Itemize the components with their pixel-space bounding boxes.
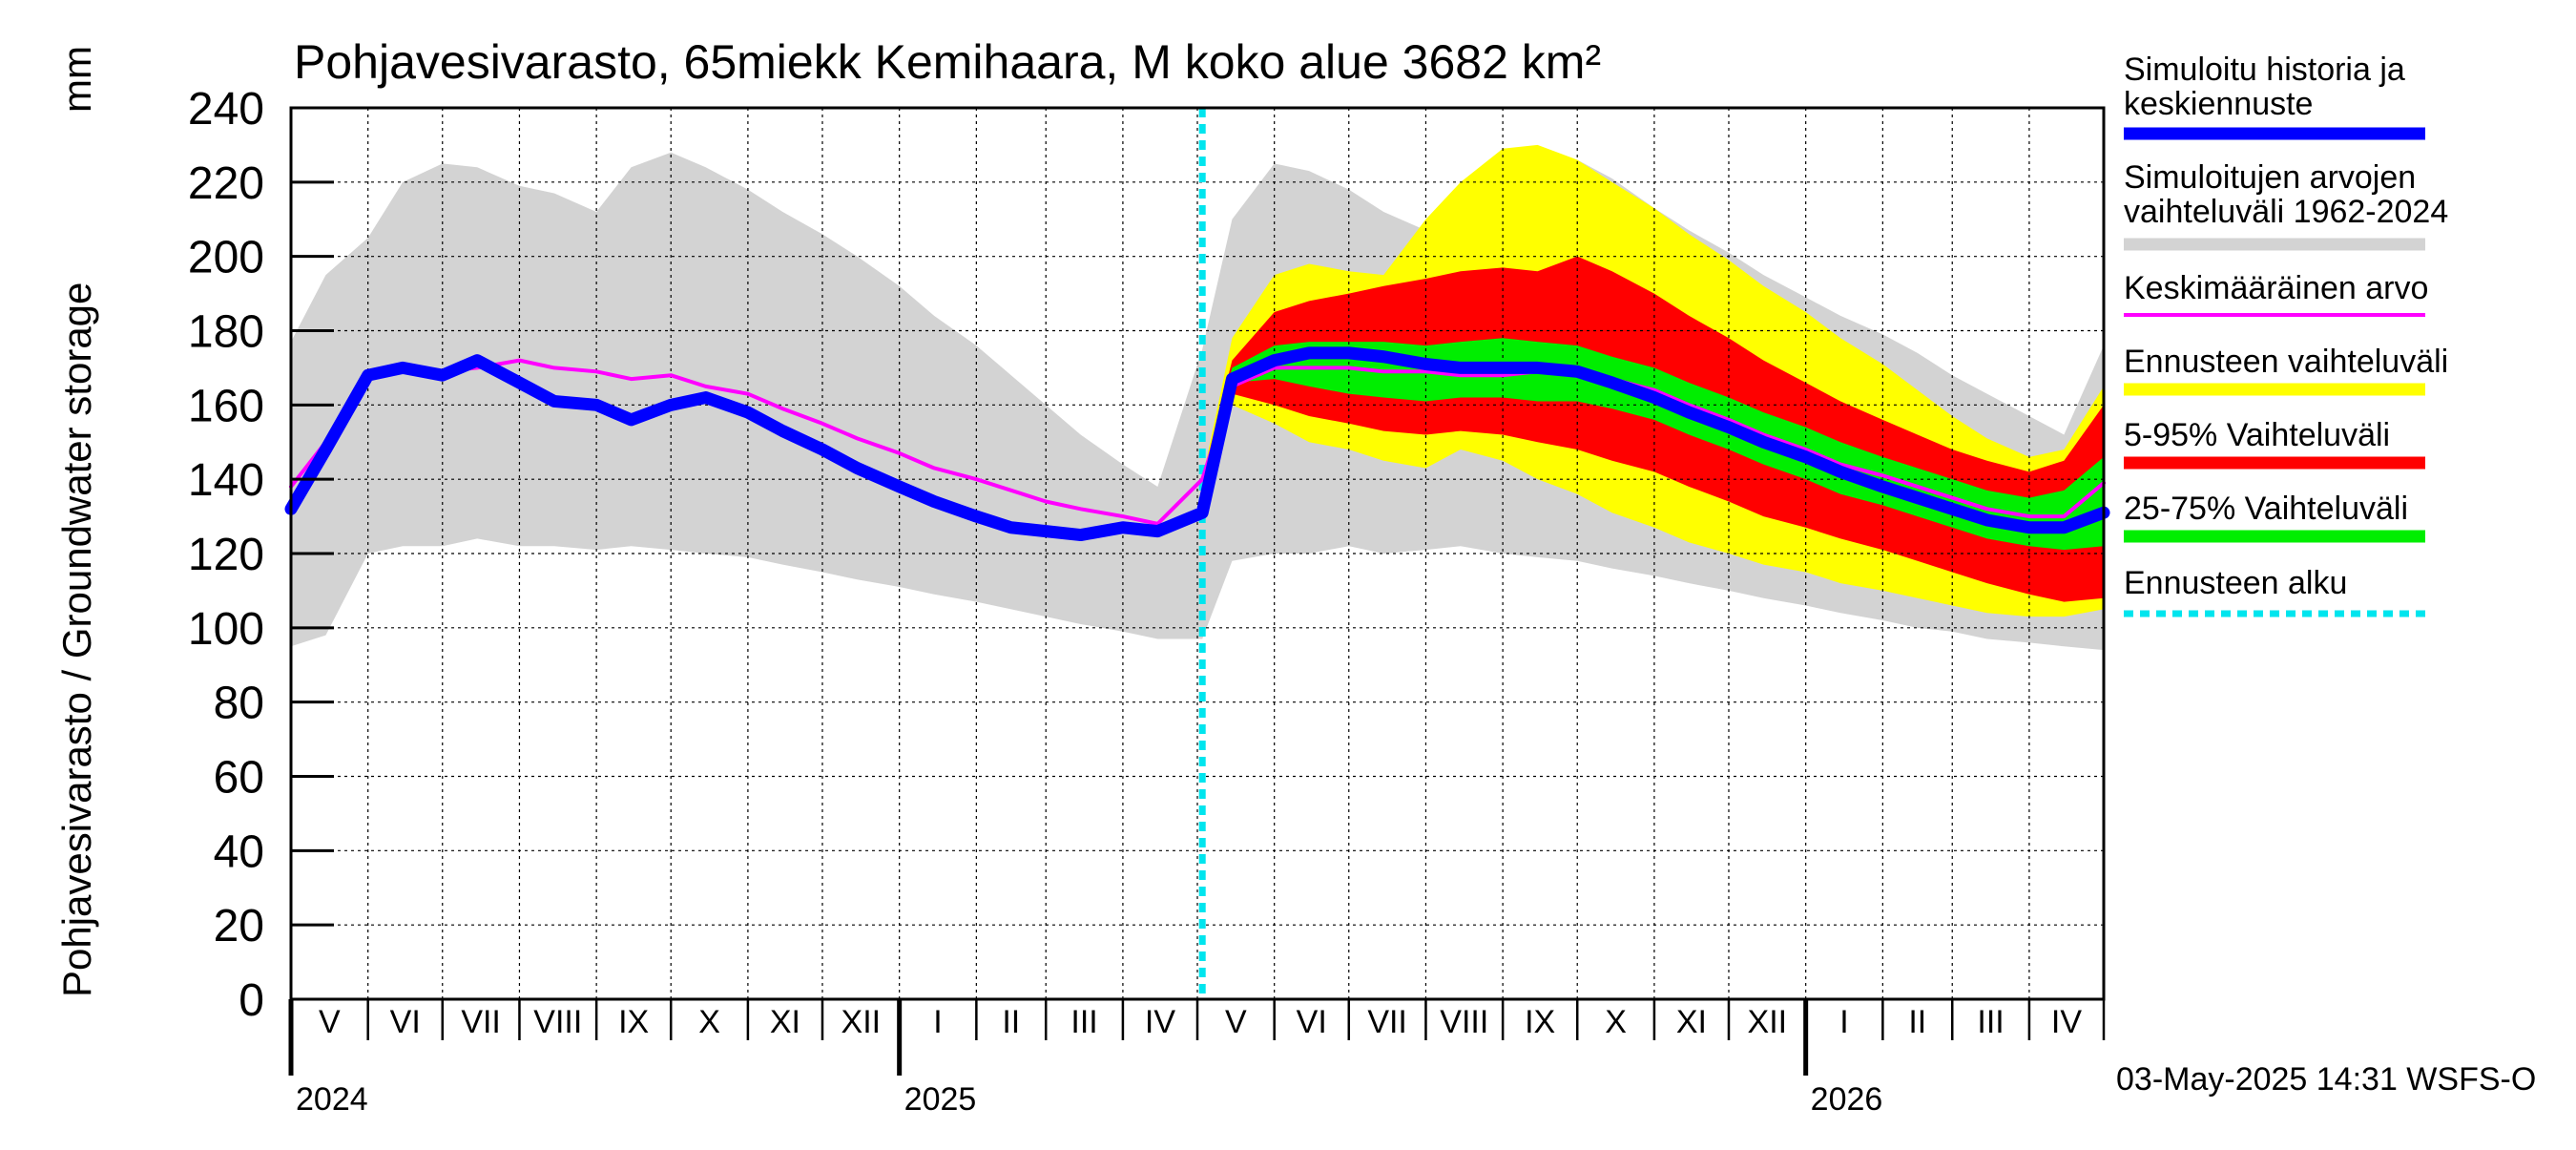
- legend-item: Ennusteen alku: [2124, 565, 2425, 617]
- y-tick-label: 0: [239, 975, 264, 1026]
- month-label: X: [698, 1004, 720, 1040]
- y-axis-unit: mm: [54, 46, 99, 113]
- month-label: X: [1605, 1004, 1627, 1040]
- month-label: VII: [1367, 1004, 1407, 1040]
- month-label: I: [933, 1004, 942, 1040]
- timestamp: 03-May-2025 14:31 WSFS-O: [2116, 1061, 2537, 1098]
- month-label: VI: [1297, 1004, 1327, 1040]
- month-label: IX: [1525, 1004, 1555, 1040]
- month-label: II: [1908, 1004, 1926, 1040]
- legend-label: 5-95% Vaihteluväli: [2124, 417, 2390, 453]
- month-label: V: [319, 1004, 341, 1040]
- y-tick-label: 60: [214, 753, 264, 804]
- year-label: 2024: [296, 1081, 368, 1118]
- month-label: VIII: [1440, 1004, 1488, 1040]
- legend-label: 25-75% Vaihteluväli: [2124, 491, 2408, 527]
- legend-label: Simuloitu historia ja: [2124, 52, 2405, 88]
- month-label: IX: [618, 1004, 649, 1040]
- y-tick-label: 80: [214, 679, 264, 729]
- month-label: IV: [1145, 1004, 1175, 1040]
- legend-label: Ennusteen alku: [2124, 565, 2347, 601]
- month-label: III: [1070, 1004, 1097, 1040]
- year-label: 2025: [904, 1081, 977, 1118]
- legend-item: Ennusteen vaihteluväli: [2124, 344, 2448, 396]
- y-axis-label: Pohjavesivarasto / Groundwater storage: [54, 282, 99, 997]
- legend-item: 25-75% Vaihteluväli: [2124, 491, 2425, 543]
- month-label: I: [1839, 1004, 1848, 1040]
- legend-item: Keskimääräinen arvo: [2124, 270, 2428, 317]
- y-tick-label: 220: [188, 158, 264, 209]
- month-label: XI: [770, 1004, 800, 1040]
- month-label: XI: [1676, 1004, 1707, 1040]
- y-tick-label: 240: [188, 84, 264, 135]
- legend-label: keskiennuste: [2124, 86, 2313, 122]
- mean-value-line: [289, 358, 2106, 526]
- y-tick-label: 100: [188, 604, 264, 655]
- month-label: XII: [841, 1004, 882, 1040]
- y-tick-label: 140: [188, 455, 264, 506]
- month-label: VI: [390, 1004, 421, 1040]
- y-tick-label: 160: [188, 381, 264, 431]
- legend-label: Keskimääräinen arvo: [2124, 270, 2428, 306]
- y-tick-label: 120: [188, 530, 264, 580]
- month-label: III: [1977, 1004, 2004, 1040]
- band-5-95: [1202, 256, 2104, 602]
- legend-label: Simuloitujen arvojen: [2124, 159, 2416, 196]
- chart-title: Pohjavesivarasto, 65miekk Kemihaara, M k…: [294, 35, 1601, 89]
- month-label: XII: [1748, 1004, 1788, 1040]
- month-label: VIII: [533, 1004, 582, 1040]
- month-label: V: [1225, 1004, 1247, 1040]
- month-label: II: [1002, 1004, 1020, 1040]
- simulated-history-line: [284, 346, 2110, 542]
- band-25-75: [1202, 338, 2104, 551]
- year-label: 2026: [1811, 1081, 1883, 1118]
- legend-item: 5-95% Vaihteluväli: [2124, 417, 2425, 470]
- y-tick-label: 20: [214, 901, 264, 951]
- y-tick-label: 180: [188, 307, 264, 358]
- y-tick-label: 200: [188, 233, 264, 283]
- legend-label: Ennusteen vaihteluväli: [2124, 344, 2448, 380]
- y-tick-label: 40: [214, 826, 264, 877]
- legend-label: vaihteluväli 1962-2024: [2124, 194, 2448, 230]
- month-label: VII: [461, 1004, 501, 1040]
- month-label: IV: [2051, 1004, 2082, 1040]
